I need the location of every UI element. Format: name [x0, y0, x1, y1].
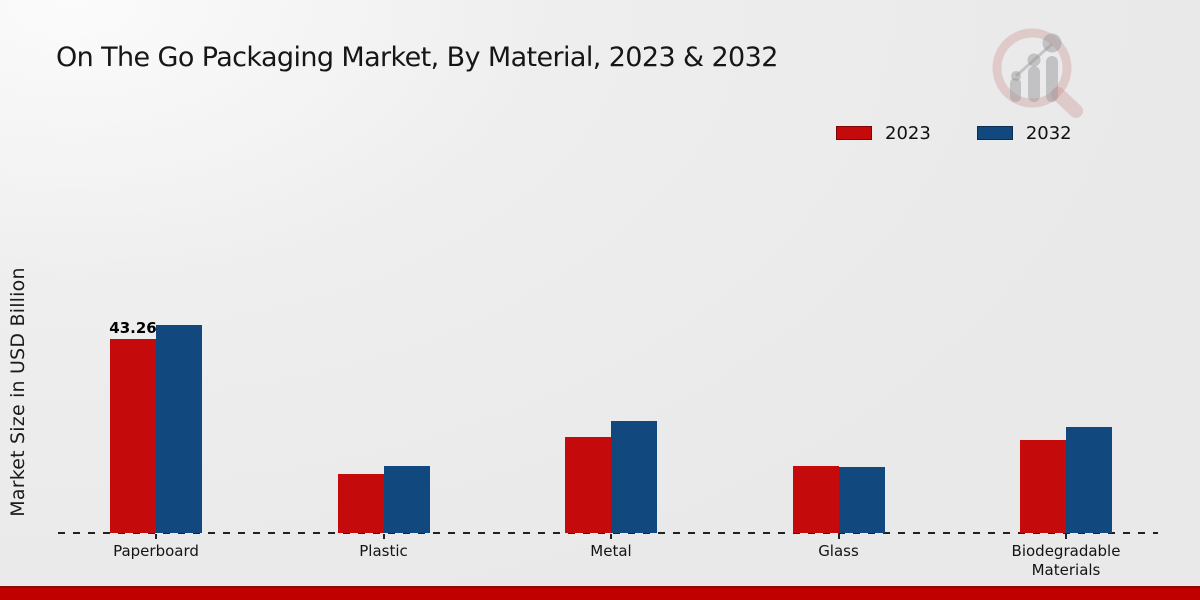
legend-swatch-2023	[836, 126, 872, 140]
x-axis-tick	[155, 534, 157, 539]
legend-item-2023: 2023	[836, 123, 931, 144]
watermark-logo	[988, 24, 1088, 123]
bar-biodegradable-materials-2023	[1020, 440, 1066, 533]
footer-accent-strip	[0, 586, 1200, 600]
bar-glass-2023	[792, 466, 839, 533]
magnifier-chart-icon	[992, 28, 1083, 118]
category-label-glass: Glass	[818, 542, 859, 560]
x-axis-tick	[1065, 534, 1067, 539]
legend-label: 2023	[885, 122, 931, 144]
bar-paperboard-2023	[110, 339, 156, 533]
category-label-paperboard: Paperboard	[113, 542, 199, 560]
x-axis-tick	[382, 534, 385, 539]
legend-swatch-2032	[976, 126, 1013, 140]
bar-paperboard-2032	[156, 325, 202, 533]
category-label-metal: Metal	[590, 542, 632, 560]
y-axis-label: Market Size in USD Billion	[7, 267, 29, 517]
bar-biodegradable-materials-2032	[1066, 427, 1112, 533]
bar-value-label: 43.26	[109, 319, 157, 337]
bar-metal-2023	[565, 437, 611, 533]
category-label-biodegradable-materials: Biodegradable Materials	[1011, 542, 1121, 579]
category-label-plastic: Plastic	[359, 542, 408, 560]
legend: 2023 2032	[836, 118, 1072, 148]
x-axis-baseline	[58, 532, 1158, 534]
bar-glass-2032	[838, 467, 885, 533]
x-axis-tick	[610, 534, 612, 539]
legend-label: 2032	[1025, 122, 1072, 144]
x-axis-tick	[837, 534, 840, 539]
bar-plastic-2023	[337, 474, 384, 533]
legend-item-2032: 2032	[976, 122, 1072, 144]
bar-plastic-2032	[383, 466, 430, 533]
bar-metal-2032	[611, 421, 657, 533]
chart-title: On The Go Packaging Market, By Material,…	[56, 42, 778, 73]
